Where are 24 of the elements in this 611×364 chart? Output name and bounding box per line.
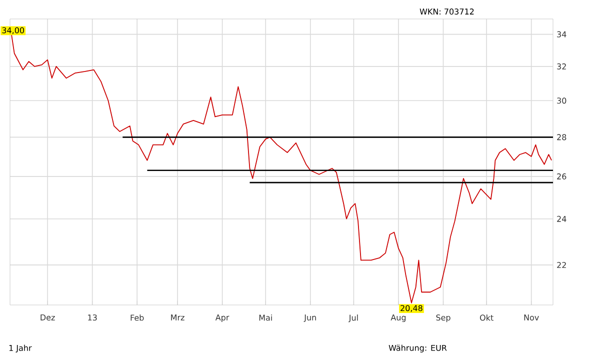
y-tick-label: 30: [557, 98, 566, 104]
annotation: 34,00: [2, 27, 24, 34]
text: Währung: EUR: [388, 344, 447, 352]
x-tick-label: Aug: [390, 314, 406, 322]
x-tick-label: Mai: [259, 314, 272, 321]
y-tick-label: 34: [557, 31, 566, 38]
y-tick-label: 26: [557, 173, 566, 180]
x-tick-label: 13: [88, 314, 97, 321]
x-tick-label: Mrz: [171, 314, 184, 320]
y-tick-label: 32: [557, 63, 566, 70]
x-tick-label: Jul: [348, 314, 358, 322]
text: 1 Jahr: [9, 344, 32, 352]
y-tick-label: 22: [557, 262, 566, 268]
x-tick-label: Jun: [304, 314, 316, 322]
y-tick-label: 28: [557, 134, 566, 140]
y-tick-label: 24: [557, 216, 566, 222]
chart-subtitle: WKN: 703712: [420, 8, 474, 15]
x-tick-label: Sep: [436, 314, 450, 322]
annotation: 20,48: [400, 305, 422, 312]
x-tick-label: Nov: [524, 314, 539, 320]
x-tick-label: Okt: [480, 314, 494, 321]
x-tick-label: Dez: [40, 314, 55, 320]
x-tick-label: Feb: [130, 314, 144, 321]
x-tick-label: Apr: [215, 314, 230, 322]
